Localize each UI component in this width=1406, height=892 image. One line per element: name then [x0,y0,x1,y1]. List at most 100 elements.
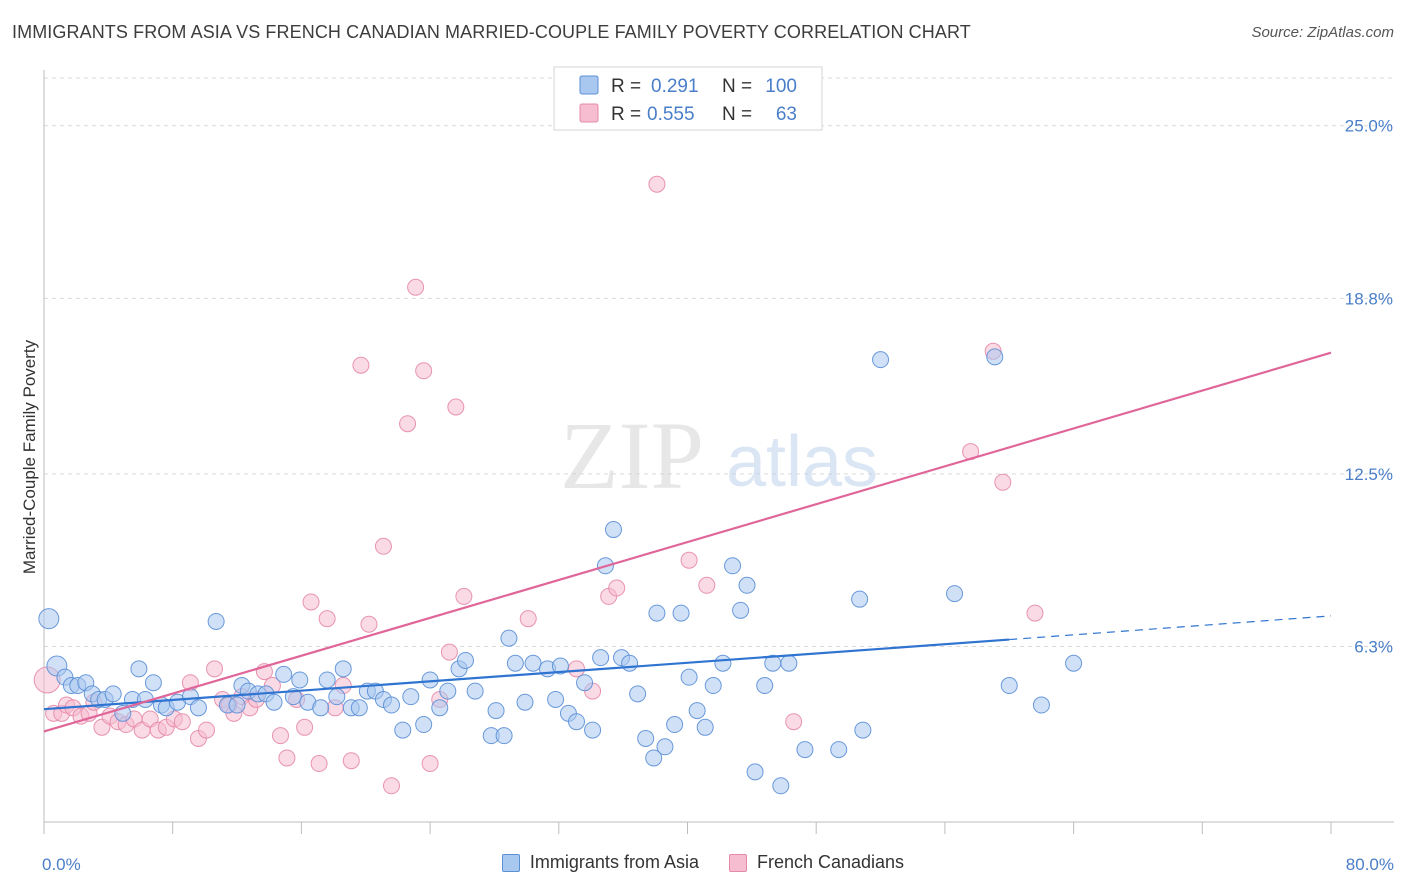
chart-title: IMMIGRANTS FROM ASIA VS FRENCH CANADIAN … [12,22,971,42]
legend-item-asia: Immigrants from Asia [501,852,699,873]
blue-point [830,741,848,759]
blue-point [666,716,684,734]
blue-point [780,654,798,672]
blue-point [1065,654,1083,672]
blue-point [144,674,162,692]
blue-point [466,682,484,700]
y-tick-label: 18.8% [1345,289,1393,308]
pink-point [680,551,698,569]
legend-label-asia: Immigrants from Asia [529,852,699,872]
blue-point [439,682,457,700]
trendline-french-canadians [43,351,1332,733]
blue-point [629,685,647,703]
pink-point [173,713,191,731]
blue-point [207,612,225,630]
blue-point [576,674,594,692]
blue-point [946,585,964,603]
y-tick-label: 12.5% [1345,465,1393,484]
stats-r-value-1: 0.291 [651,76,699,97]
tick-labels: 6.3% 12.5% 18.8% 25.0% 0.0% 80.0% [42,117,1394,874]
blue-point [334,660,352,678]
blue-point [38,608,60,630]
stats-r-value-2: 0.555 [647,104,695,125]
x-tick-label: 80.0% [1346,855,1394,874]
watermark-atlas: atlas [726,422,878,502]
blue-point [506,654,524,672]
pink-point [440,643,458,661]
pink-point [1026,604,1044,622]
blue-point [1032,696,1050,714]
pink-point [342,752,360,770]
blue-point [648,604,666,622]
y-tick-label: 6.3% [1354,638,1393,657]
watermark: ZIP atlas [560,402,878,509]
pink-point [447,398,465,416]
watermark-zip: ZIP [560,402,704,509]
pink-point [318,610,336,628]
source-label: Source: ZipAtlas.com [1251,24,1394,41]
blue-point [704,677,722,695]
pink-point [374,537,392,555]
blue-point [291,671,309,689]
pink-point [519,610,537,628]
blue-point [265,693,283,711]
stats-r-label-2: R = [611,104,641,125]
stats-legend-box [553,66,823,131]
blue-point [284,688,302,706]
legend-item-french-canadians: French Canadians [728,852,904,873]
blue-point [584,721,602,739]
pink-point [698,576,716,594]
blue-point [275,665,293,683]
blue-point [656,738,674,756]
blue-point [551,657,569,675]
blue-point [487,702,505,720]
blue-point [738,576,756,594]
blue-point [567,713,585,731]
stats-n-value-1: 100 [765,76,797,97]
blue-point [524,654,542,672]
stats-n-label-2: N = [722,104,752,125]
blue-point [189,699,207,717]
blue-point [746,763,764,781]
blue-point [394,721,412,739]
blue-point [312,699,330,717]
pink-point [455,587,473,605]
blue-point [1000,677,1018,695]
pink-point [197,721,215,739]
blue-point [382,696,400,714]
blue-point [516,693,534,711]
axes [43,70,1394,834]
blue-point [732,601,750,619]
trendline-asia-extension [1009,615,1332,641]
trendline-asia [43,638,1010,711]
blue-point [854,721,872,739]
blue-point [402,688,420,706]
legend-swatch-asia [501,853,520,872]
pink-point [296,718,314,736]
pink-point [785,713,803,731]
series-legend: Immigrants from Asia French Canadians [0,852,1406,873]
blue-point [592,649,610,667]
pink-point [608,579,626,597]
stats-r-label-1: R = [611,76,641,97]
pink-point [302,593,320,611]
blue-point [228,696,246,714]
blue-point [350,699,368,717]
blue-point [621,654,639,672]
blue-point [495,727,513,745]
gridlines [44,77,1394,648]
pink-point [310,755,328,773]
pink-point [271,727,289,745]
stats-n-label-1: N = [722,76,752,97]
blue-point [796,741,814,759]
pink-point [352,356,370,374]
pink-point [278,749,296,767]
blue-point [680,668,698,686]
blue-point [872,351,890,369]
trendlines [43,351,1332,733]
pink-point [415,362,433,380]
stats-legend-swatch-pink [579,103,599,123]
pink-point [994,473,1012,491]
x-tick-label: 0.0% [42,855,81,874]
